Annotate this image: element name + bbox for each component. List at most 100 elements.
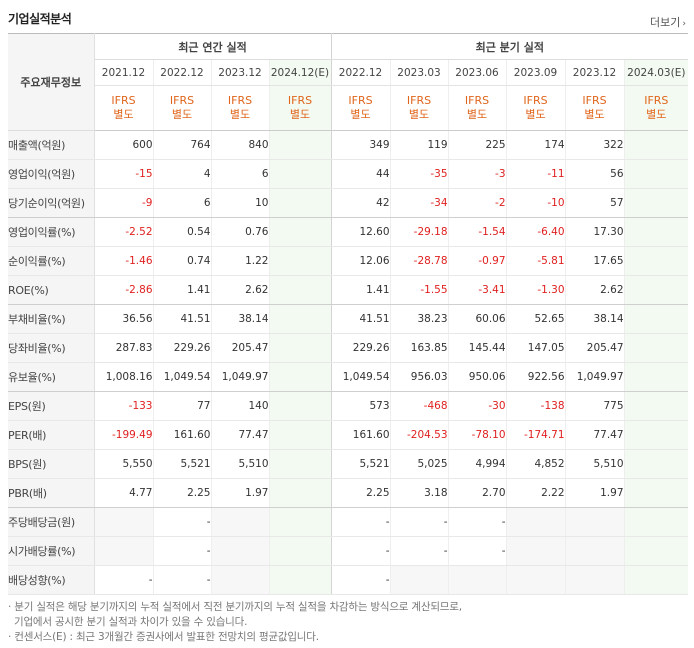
period-header: 2024.12(E) — [268, 59, 332, 86]
table-cell: -133 — [94, 391, 153, 421]
table-cell: -174.71 — [505, 420, 566, 450]
table-row: 부채비율(%) 36.56 41.51 38.14 41.51 38.23 60.06 52.… — [8, 304, 689, 334]
table-cell — [268, 333, 332, 363]
table-cell: 0.74 — [152, 246, 211, 276]
table-row: 영업이익(억원) -15 4 6 44 -35 -3 -11 56 — [8, 159, 689, 189]
table-cell: 17.30 — [564, 217, 625, 247]
table-cell: -468 — [389, 391, 449, 421]
table-cell — [505, 536, 566, 566]
table-cell — [623, 391, 689, 421]
ifrs-type: 별도 — [113, 108, 134, 121]
table-cell: 5,521 — [330, 449, 391, 479]
row-label: 유보율(%) — [8, 362, 95, 392]
period-header: 2023.06 — [447, 59, 507, 86]
table-cell — [268, 159, 332, 189]
table-cell: -1.55 — [389, 275, 449, 305]
table-cell: 5,025 — [389, 449, 449, 479]
table-cell: 1.97 — [210, 478, 269, 508]
row-label: 주당배당금(원) — [8, 507, 95, 537]
table-cell — [623, 217, 689, 247]
row-label: 영업이익률(%) — [8, 217, 95, 247]
ifrs-header: IFRS 별도 — [447, 85, 507, 131]
ifrs-standard: IFRS — [523, 94, 548, 107]
row-label: 영업이익(억원) — [8, 159, 95, 189]
table-cell — [210, 507, 269, 537]
table-cell: - — [447, 507, 507, 537]
table-cell: 322 — [564, 130, 625, 160]
table-row: 당좌비율(%) 287.83 229.26 205.47 229.26 163.85 145… — [8, 333, 689, 363]
table-cell: 2.22 — [505, 478, 566, 508]
table-cell — [210, 536, 269, 566]
table-cell: 225 — [447, 130, 507, 160]
ifrs-label: IFRS 별도 — [170, 94, 194, 122]
table-cell: 140 — [210, 391, 269, 421]
table-cell: 41.51 — [152, 304, 211, 334]
row-label: EPS(원) — [8, 391, 95, 421]
table-row: 주당배당금(원) - - - - — [8, 507, 689, 537]
table-cell: 600 — [94, 130, 153, 160]
table-cell: 573 — [330, 391, 391, 421]
table-row: 시가배당률(%) - - - - — [8, 536, 689, 566]
table-cell: - — [330, 507, 391, 537]
table-cell — [623, 507, 689, 537]
table-cell: 10 — [210, 188, 269, 218]
table-cell: -78.10 — [447, 420, 507, 450]
more-link[interactable]: 더보기 › — [650, 14, 686, 30]
table-cell: 2.25 — [152, 478, 211, 508]
ifrs-standard: IFRS — [644, 94, 669, 107]
ifrs-label: IFRS 별도 — [465, 94, 489, 122]
table-cell — [623, 536, 689, 566]
table-cell: 6 — [210, 159, 269, 189]
table-cell — [268, 246, 332, 276]
table-cell: 77 — [152, 391, 211, 421]
ifrs-label: IFRS 별도 — [111, 94, 135, 122]
table-cell: -2 — [447, 188, 507, 218]
table-cell: -2.52 — [94, 217, 153, 247]
table-cell: - — [389, 507, 449, 537]
table-cell: 38.14 — [210, 304, 269, 334]
table-cell — [268, 420, 332, 450]
ifrs-header: IFRS 별도 — [389, 85, 449, 131]
ifrs-header: IFRS 별도 — [564, 85, 625, 131]
period-header: 2023.12 — [564, 59, 625, 86]
row-label: 부채비율(%) — [8, 304, 95, 334]
table-cell: 205.47 — [210, 333, 269, 363]
table-cell — [268, 449, 332, 479]
table-row: 당기순이익(억원) -9 6 10 42 -34 -2 -10 57 — [8, 188, 689, 218]
table-cell: -15 — [94, 159, 153, 189]
table-cell: -2.86 — [94, 275, 153, 305]
table-cell — [94, 536, 153, 566]
table-cell: 5,550 — [94, 449, 153, 479]
table-cell: -9 — [94, 188, 153, 218]
row-label: PER(배) — [8, 420, 95, 450]
table-cell — [268, 188, 332, 218]
ifrs-standard: IFRS — [348, 94, 373, 107]
table-cell: 36.56 — [94, 304, 153, 334]
more-label: 더보기 — [650, 16, 681, 29]
ifrs-type: 별도 — [646, 108, 667, 121]
table-cell: -1.46 — [94, 246, 153, 276]
row-label: ROE(%) — [8, 275, 95, 305]
ifrs-type: 별도 — [350, 108, 371, 121]
table-row: PER(배) -199.49 161.60 77.47 161.60 -204.53 -78… — [8, 420, 689, 450]
table-cell: - — [152, 536, 211, 566]
table-cell — [623, 130, 689, 160]
ifrs-standard: IFRS — [464, 94, 490, 107]
table-row: 순이익률(%) -1.46 0.74 1.22 12.06 -28.78 -0.97 -5.8… — [8, 246, 689, 276]
table-cell: 229.26 — [152, 333, 211, 363]
group-annual: 최근 연간 실적 — [94, 33, 332, 60]
table-cell: 147.05 — [505, 333, 566, 363]
table-cell — [623, 159, 689, 189]
table-row: ROE(%) -2.86 1.41 2.62 1.41 -1.55 -3.41 -1.30 2.… — [8, 275, 689, 305]
table-cell: 77.47 — [564, 420, 625, 450]
table-cell — [623, 304, 689, 334]
table-cell: 60.06 — [447, 304, 507, 334]
table-cell: -1.54 — [447, 217, 507, 247]
ifrs-type: 별도 — [584, 108, 605, 121]
ifrs-standard: IFRS — [111, 94, 136, 107]
footnote-3: · 컨센서스(E) : 최근 3개월간 증권사에서 발표한 전망치의 평균값입니… — [8, 631, 319, 643]
table-cell: 17.65 — [564, 246, 625, 276]
table-cell — [564, 507, 625, 537]
table-cell — [623, 449, 689, 479]
table-cell: -29.18 — [389, 217, 449, 247]
